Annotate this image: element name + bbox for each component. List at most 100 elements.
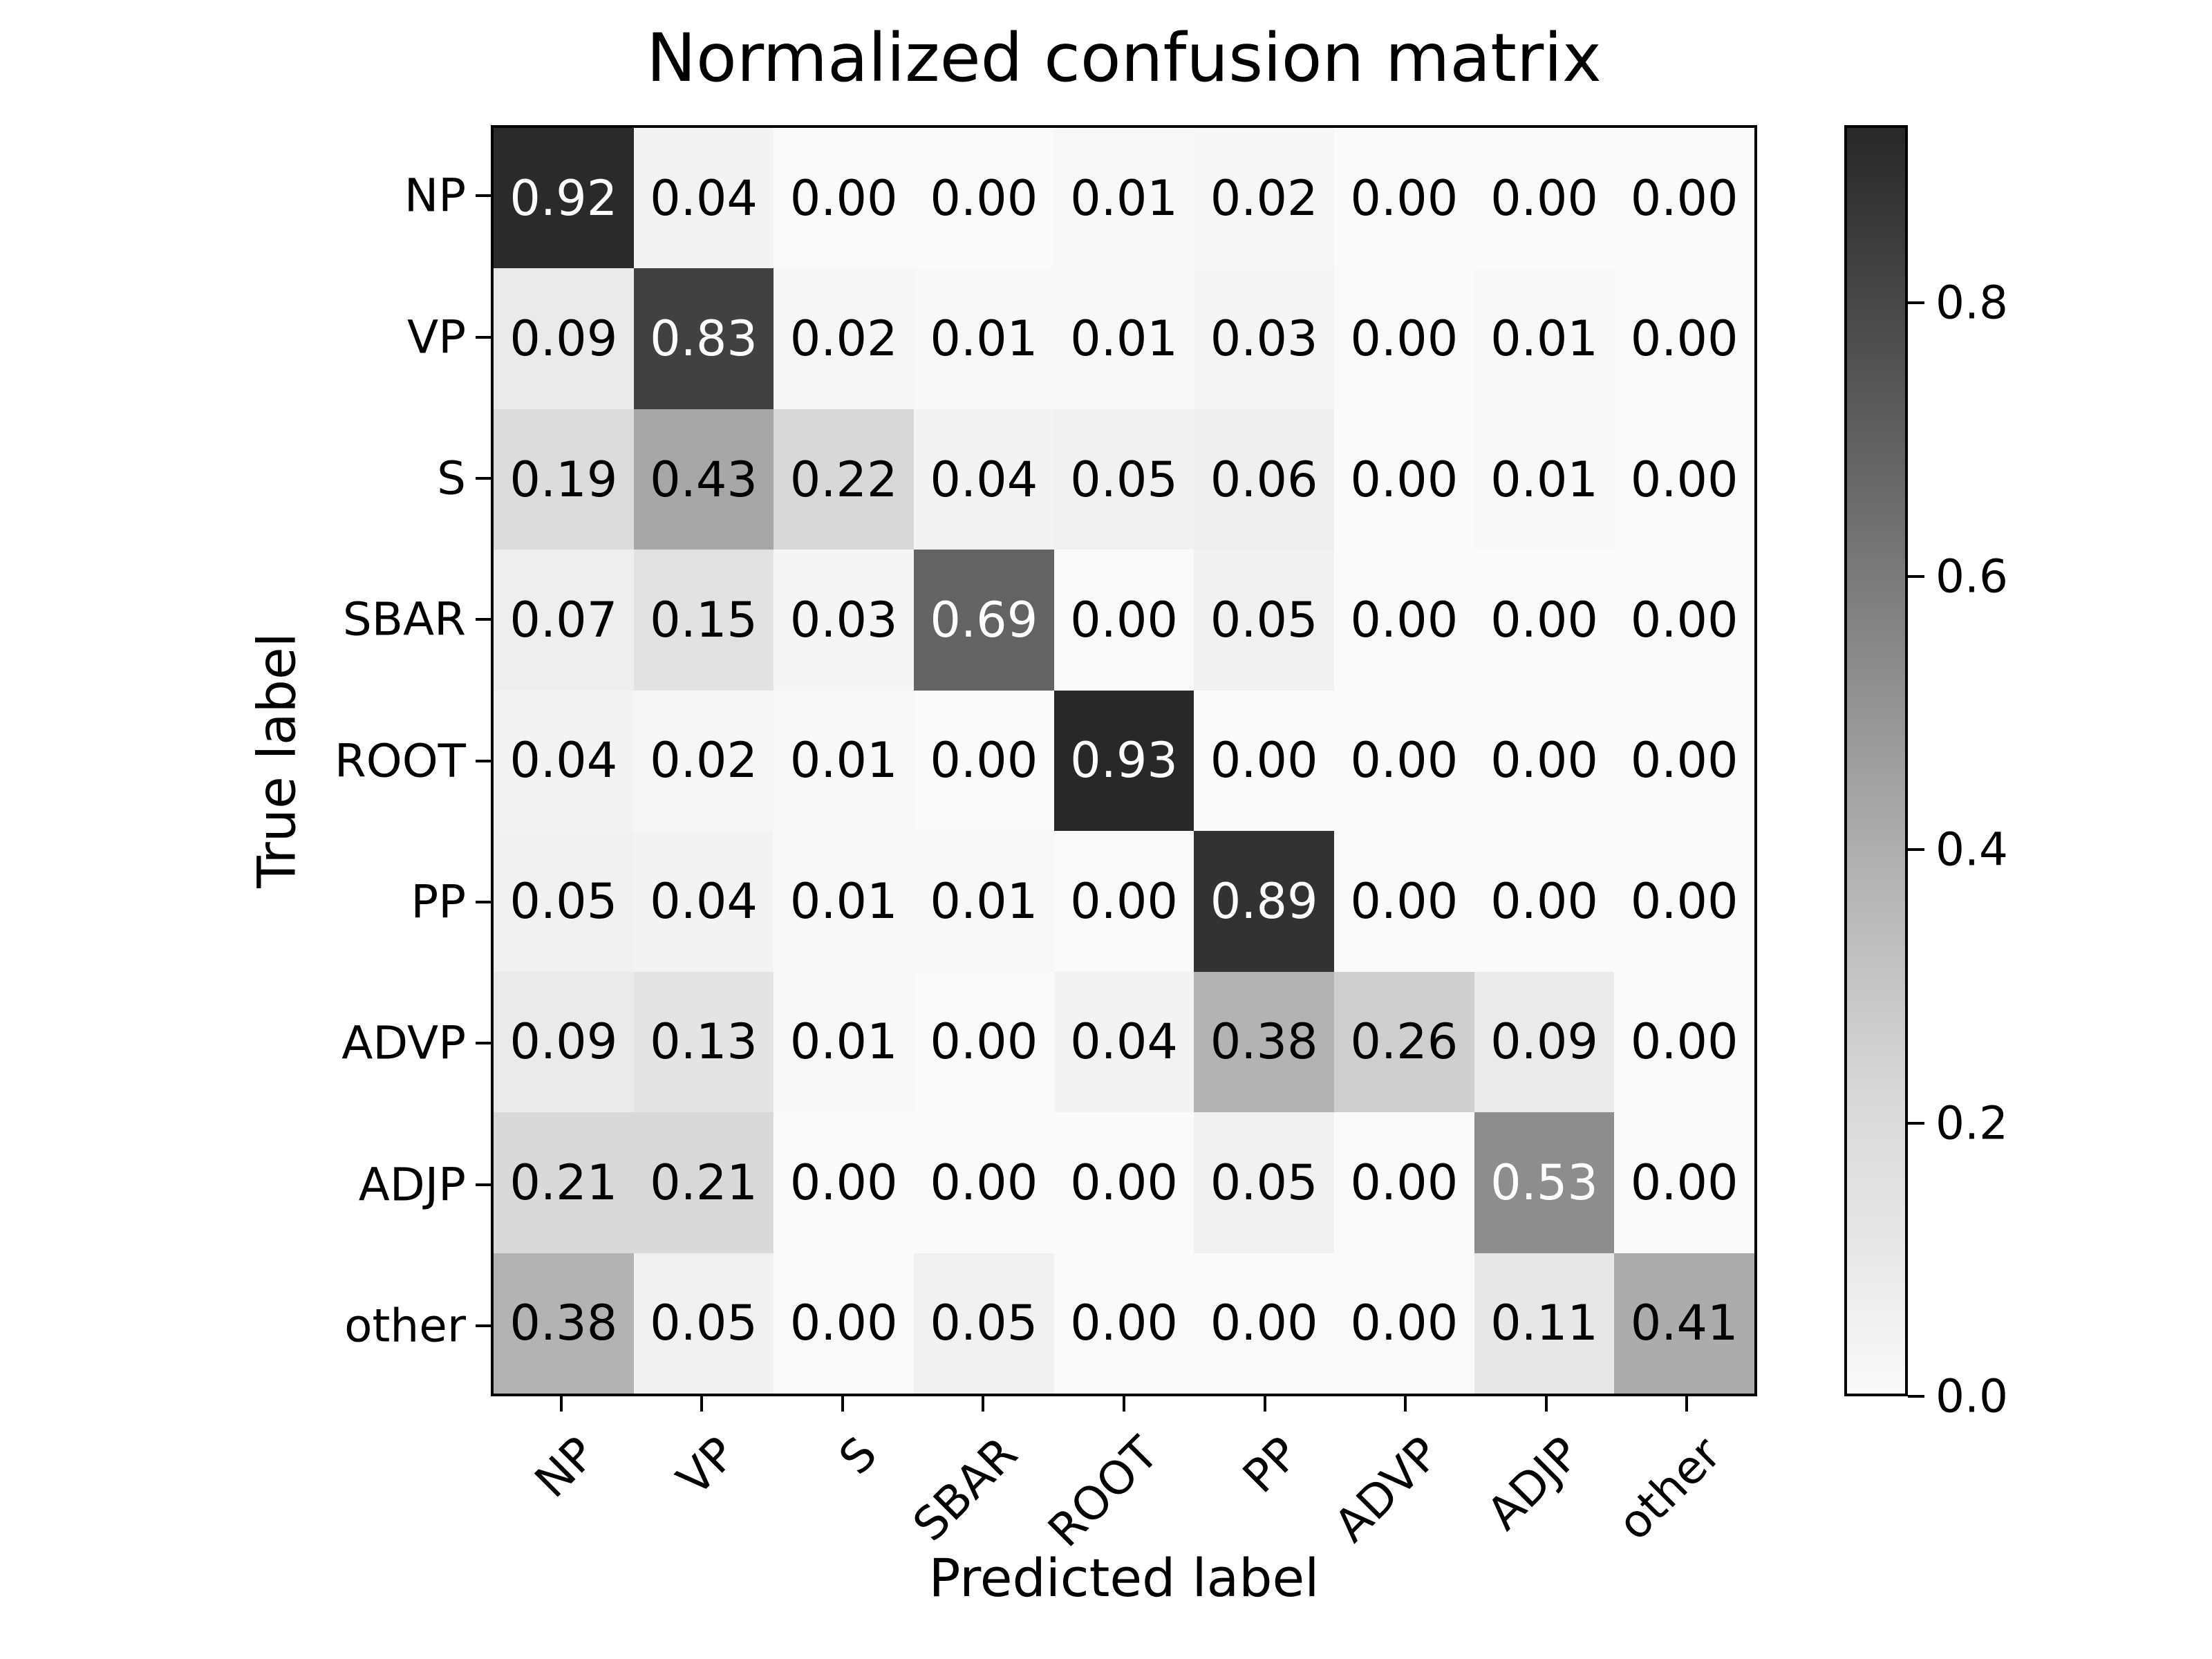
tick-mark — [476, 900, 491, 903]
matrix-cell: 0.00 — [1474, 128, 1615, 269]
matrix-cell: 0.00 — [1334, 550, 1474, 691]
matrix-cell: 0.00 — [1334, 1253, 1474, 1394]
tick-mark — [559, 1396, 563, 1412]
matrix-cell: 0.00 — [1334, 690, 1474, 832]
matrix-cell: 0.89 — [1194, 831, 1334, 972]
y-tick-label: other — [344, 1299, 466, 1353]
matrix-cell: 0.07 — [494, 550, 634, 691]
colorbar-tick-label: 0.8 — [1936, 276, 2008, 330]
matrix-cell: 0.04 — [494, 690, 634, 832]
matrix-cell: 0.26 — [1334, 971, 1474, 1113]
matrix-cell: 0.93 — [1053, 690, 1194, 832]
x-tick-label: NP — [524, 1427, 606, 1508]
tick-mark — [476, 335, 491, 339]
tick-mark — [1908, 1395, 1924, 1398]
tick-mark — [982, 1396, 985, 1412]
x-tick-label: ADJP — [1477, 1427, 1591, 1541]
tick-mark — [476, 476, 491, 480]
matrix-cell: 0.00 — [1334, 268, 1474, 409]
matrix-cell: 0.53 — [1474, 1112, 1615, 1253]
y-tick-label: ADVP — [341, 1016, 466, 1070]
matrix-cell: 0.01 — [1053, 268, 1194, 409]
matrix-cell: 0.09 — [494, 268, 634, 409]
matrix-cell: 0.01 — [774, 831, 914, 972]
matrix-cell: 0.83 — [633, 268, 774, 409]
matrix-cell: 0.00 — [1194, 690, 1334, 832]
tick-mark — [476, 194, 491, 198]
y-tick-label: S — [437, 451, 466, 505]
matrix-cell: 0.19 — [494, 409, 634, 550]
colorbar-tick-label: 0.4 — [1936, 823, 2008, 877]
matrix-cell: 0.05 — [1194, 550, 1334, 691]
matrix-cell: 0.01 — [1474, 409, 1615, 550]
matrix-cell: 0.02 — [1194, 128, 1334, 269]
x-axis-title: Predicted label — [928, 1547, 1320, 1609]
colorbar-tick-label: 0.0 — [1936, 1369, 2008, 1423]
matrix-cell: 0.00 — [1053, 1112, 1194, 1253]
matrix-cell: 0.92 — [494, 128, 634, 269]
matrix-cell: 0.04 — [633, 831, 774, 972]
tick-mark — [841, 1396, 844, 1412]
tick-mark — [476, 1042, 491, 1045]
x-tick-label: PP — [1232, 1427, 1310, 1503]
matrix-cell: 0.38 — [494, 1253, 634, 1394]
matrix-cell: 0.09 — [494, 971, 634, 1113]
matrix-cell: 0.00 — [1614, 550, 1754, 691]
matrix-cell: 0.05 — [1053, 409, 1194, 550]
matrix-cell: 0.04 — [914, 409, 1054, 550]
matrix-cell: 0.03 — [1194, 268, 1334, 409]
tick-mark — [1404, 1396, 1407, 1412]
tick-mark — [1908, 1121, 1924, 1125]
matrix-cell: 0.00 — [1053, 550, 1194, 691]
matrix-cell: 0.00 — [774, 1253, 914, 1394]
matrix-cell: 0.00 — [1053, 1253, 1194, 1394]
matrix-cell: 0.02 — [633, 690, 774, 832]
y-tick-label: VP — [407, 310, 466, 364]
matrix-cell: 0.01 — [1474, 268, 1615, 409]
matrix-cell: 0.00 — [774, 1112, 914, 1253]
matrix-cell: 0.00 — [914, 971, 1054, 1113]
matrix-cell: 0.21 — [633, 1112, 774, 1253]
matrix-cell: 0.00 — [1334, 128, 1474, 269]
chart-title: Normalized confusion matrix — [646, 19, 1602, 97]
matrix-cell: 0.00 — [1614, 690, 1754, 832]
y-tick-label: PP — [411, 875, 466, 929]
matrix-cell: 0.04 — [633, 128, 774, 269]
matrix-cell: 0.01 — [914, 268, 1054, 409]
matrix-cell: 0.00 — [914, 1112, 1054, 1253]
matrix-cell: 0.15 — [633, 550, 774, 691]
matrix-cell: 0.01 — [774, 971, 914, 1113]
matrix-cell: 0.01 — [914, 831, 1054, 972]
colorbar-gradient — [1847, 128, 1905, 1394]
colorbar — [1844, 125, 1908, 1396]
tick-mark — [1544, 1396, 1548, 1412]
matrix-cell: 0.05 — [914, 1253, 1054, 1394]
matrix-cell: 0.43 — [633, 409, 774, 550]
x-tick-label: SBAR — [903, 1427, 1028, 1552]
y-axis-title: True label — [245, 632, 308, 888]
matrix-cell: 0.38 — [1194, 971, 1334, 1113]
x-tick-label: S — [829, 1427, 888, 1485]
matrix-cell: 0.00 — [914, 690, 1054, 832]
matrix-cell: 0.00 — [1614, 1112, 1754, 1253]
tick-mark — [1908, 574, 1924, 578]
matrix-cell: 0.06 — [1194, 409, 1334, 550]
matrix-cell: 0.00 — [1474, 550, 1615, 691]
matrix-cell: 0.02 — [774, 268, 914, 409]
matrix-cell: 0.11 — [1474, 1253, 1615, 1394]
tick-mark — [1123, 1396, 1125, 1412]
tick-mark — [1908, 301, 1924, 305]
matrix-cell: 0.00 — [1614, 971, 1754, 1113]
matrix-cell: 0.00 — [1053, 831, 1194, 972]
matrix-cell: 0.00 — [774, 128, 914, 269]
colorbar-tick-label: 0.6 — [1936, 550, 2008, 603]
tick-mark — [1908, 848, 1924, 852]
matrix-cell: 0.69 — [914, 550, 1054, 691]
matrix-cell: 0.00 — [1474, 690, 1615, 832]
x-tick-label: ADVP — [1324, 1427, 1450, 1553]
matrix-cell: 0.09 — [1474, 971, 1615, 1113]
y-tick-label: SBAR — [342, 592, 466, 646]
matrix-cell: 0.21 — [494, 1112, 634, 1253]
colorbar-tick-label: 0.2 — [1936, 1096, 2008, 1150]
